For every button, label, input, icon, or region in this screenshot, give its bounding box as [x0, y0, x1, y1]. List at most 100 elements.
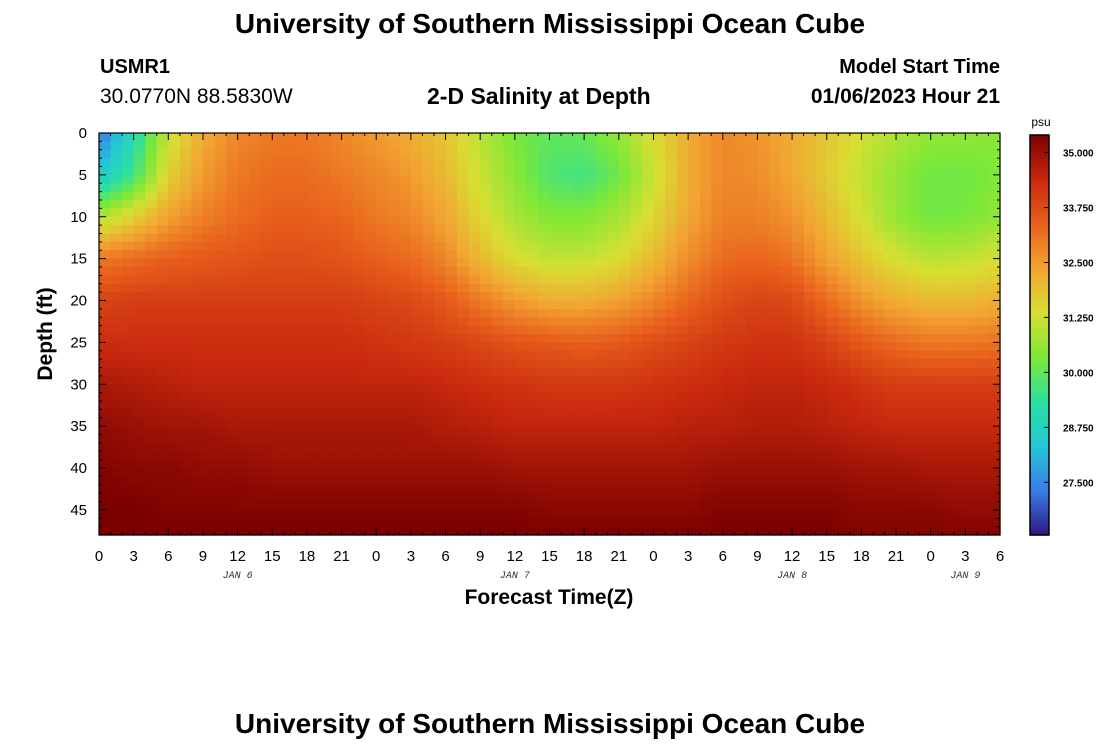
heatmap-cell [249, 367, 262, 377]
heatmap-cell [214, 300, 227, 310]
heatmap-cell [665, 392, 678, 402]
heatmap-cell [965, 334, 978, 343]
heatmap-cell [630, 451, 643, 461]
heatmap-cell [364, 384, 377, 394]
heatmap-cell [988, 509, 1001, 519]
heatmap-cell [595, 275, 608, 285]
heatmap-cell [699, 509, 712, 519]
heatmap-cell [838, 216, 851, 226]
heatmap-cell [468, 300, 481, 310]
heatmap-cell [907, 359, 920, 369]
heatmap-cell [260, 258, 273, 268]
heatmap-cell [976, 434, 990, 444]
heatmap-cell [537, 442, 551, 452]
heatmap-cell [734, 300, 747, 310]
heatmap-cell [410, 342, 424, 352]
heatmap-cell [896, 267, 909, 276]
heatmap-cell [99, 149, 112, 159]
heatmap-cell [214, 375, 227, 385]
heatmap-cell [503, 258, 516, 268]
heatmap-cell [330, 325, 343, 335]
heatmap-cell [260, 267, 273, 276]
heatmap-cell [688, 200, 701, 209]
heatmap-cell [214, 258, 227, 268]
heatmap-cell [711, 258, 724, 268]
heatmap-cell [953, 526, 966, 536]
heatmap-cell [757, 208, 770, 218]
heatmap-cell [168, 216, 181, 226]
heatmap-cell [965, 208, 978, 218]
heatmap-cell [699, 308, 712, 318]
heatmap-cell [549, 233, 562, 243]
heatmap-cell [711, 166, 724, 176]
heatmap-cell [872, 233, 886, 243]
x-tick-label: 15 [264, 548, 281, 565]
heatmap-cell [376, 493, 389, 503]
heatmap-cell [907, 417, 920, 427]
heatmap-cell [457, 367, 470, 377]
heatmap-cell [907, 484, 920, 494]
heatmap-cell [826, 292, 839, 302]
heatmap-cell [468, 325, 481, 335]
heatmap-cell [156, 501, 169, 511]
heatmap-cell [480, 451, 493, 461]
heatmap-cell [838, 149, 851, 159]
heatmap-cell [907, 518, 920, 528]
heatmap-cell [757, 325, 770, 335]
heatmap-cell [607, 317, 620, 327]
heatmap-cell [861, 476, 874, 486]
heatmap-cell [838, 459, 851, 469]
heatmap-cell [699, 501, 712, 511]
heatmap-cell [942, 241, 955, 251]
heatmap-cell [503, 459, 516, 469]
heatmap-cell [896, 200, 909, 209]
heatmap-cell [526, 367, 539, 377]
heatmap-cell [202, 233, 216, 243]
heatmap-cell [861, 342, 874, 352]
heatmap-cell [584, 334, 597, 343]
colorbar-segment [1030, 518, 1049, 523]
heatmap-cell [306, 518, 320, 528]
heatmap-cell [295, 233, 308, 243]
heatmap-cell [514, 191, 527, 201]
heatmap-cell [376, 401, 389, 410]
colorbar-segment [1030, 318, 1049, 323]
colorbar-segment [1030, 408, 1049, 413]
y-tick-label: 45 [70, 502, 87, 519]
heatmap-cell [514, 484, 527, 494]
heatmap-cell [688, 434, 701, 444]
heatmap-cell [953, 158, 966, 168]
heatmap-cell [722, 283, 735, 293]
heatmap-cell [988, 225, 1001, 235]
heatmap-cell [641, 409, 655, 419]
heatmap-cell [965, 451, 978, 461]
heatmap-cell [364, 267, 377, 276]
heatmap-cell [226, 484, 239, 494]
heatmap-cell [849, 451, 862, 461]
heatmap-cell [803, 442, 816, 452]
heatmap-cell [653, 216, 666, 226]
heatmap-cell [734, 526, 747, 536]
heatmap-cell [376, 267, 389, 276]
heatmap-cell [792, 174, 805, 184]
heatmap-cell [145, 384, 158, 394]
heatmap-cell [919, 233, 932, 243]
heatmap-cell [503, 417, 516, 427]
heatmap-cell [572, 417, 585, 427]
heatmap-cell [433, 283, 447, 293]
heatmap-cell [249, 384, 262, 394]
heatmap-cell [237, 359, 250, 369]
heatmap-cell [838, 334, 851, 343]
heatmap-cell [168, 191, 181, 201]
heatmap-cell [780, 166, 793, 176]
heatmap-cell [272, 342, 285, 352]
heatmap-cell [179, 401, 193, 410]
heatmap-cell [976, 484, 990, 494]
heatmap-cell [976, 459, 990, 469]
heatmap-cell [780, 518, 793, 528]
heatmap-cell [202, 275, 216, 285]
heatmap-cell [480, 292, 493, 302]
colorbar-segment [1030, 531, 1049, 536]
heatmap-cell [607, 275, 620, 285]
heatmap-cell [191, 300, 204, 310]
